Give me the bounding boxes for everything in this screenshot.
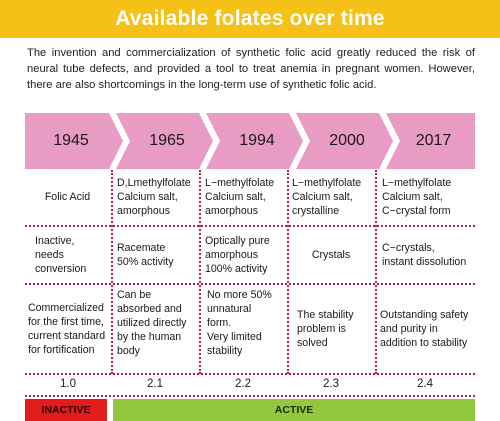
version-label: 2.3 — [323, 378, 339, 390]
property-cell: C−crystals, instant dissolution — [375, 227, 475, 282]
note-line: solved — [297, 337, 328, 349]
property-line: instant dissolution — [382, 255, 467, 268]
form-line: L−methylfolate — [292, 177, 362, 189]
property-cell: Optically pure amorphous 100% activity — [199, 227, 288, 282]
note-line: and purity in — [380, 323, 438, 335]
form-line: L−methylfolate — [205, 177, 275, 189]
form-line: Calcium salt, — [382, 191, 443, 203]
note-cell: Outstanding safety and purity in additio… — [375, 285, 475, 373]
form-line: Calcium salt, — [117, 191, 178, 203]
form-line: Folic Acid — [44, 191, 91, 203]
note-cell: Commercialized for the first time, curre… — [25, 285, 113, 373]
version-label: 2.1 — [147, 378, 163, 390]
timeline: 1945 1965 1994 2000 2017 — [25, 113, 475, 169]
form-cell: L−methylfolate Calcium salt, amorphous — [199, 170, 288, 224]
note-line: Outstanding safety — [380, 309, 469, 321]
row-divider — [25, 373, 475, 375]
version-label: 1.0 — [60, 378, 76, 390]
row-divider — [25, 225, 475, 227]
forms-row: Folic Acid D,Lmethylfolate Calcium salt,… — [25, 170, 475, 224]
intro-paragraph: The invention and commercialization of s… — [27, 47, 475, 91]
inactive-status-bar: INACTIVE — [25, 399, 107, 421]
note-cell: The stability problem is solved — [287, 285, 375, 373]
note-cell: Can be absorbed and utilized directly by… — [111, 285, 199, 373]
year-label: 1965 — [149, 132, 185, 149]
note-line: by the human — [117, 331, 182, 343]
column-divider — [375, 170, 377, 374]
active-label: ACTIVE — [274, 404, 314, 416]
note-line: utilized directly — [117, 317, 187, 329]
note-line: Commercialized — [28, 302, 104, 314]
property-line: amorphous — [205, 248, 258, 261]
form-line: L−methylfolate — [382, 177, 452, 189]
property-line: Racemate — [117, 241, 166, 254]
title-banner: Available folates over time — [0, 0, 500, 38]
column-divider — [287, 170, 289, 374]
property-cell: Inactive, needs conversion — [25, 227, 110, 282]
page-title: Available folates over time — [115, 7, 385, 30]
column-divider — [111, 170, 113, 374]
property-cell: Racemate 50% activity — [111, 227, 199, 282]
form-line: D,Lmethylfolate — [117, 177, 191, 189]
note-line: problem is — [297, 323, 346, 335]
column-divider — [199, 170, 201, 374]
active-status-bar: ACTIVE — [113, 399, 475, 421]
property-line: Crystals — [311, 248, 351, 261]
note-line: The stability — [297, 309, 354, 321]
property-line: needs — [35, 248, 64, 261]
properties-row: Inactive, needs conversion Racemate 50% … — [25, 227, 475, 282]
timeline-arrows — [25, 113, 475, 169]
property-cell: Crystals — [287, 227, 375, 282]
property-line: Inactive, — [35, 234, 75, 247]
note-line: for fortification — [28, 344, 95, 356]
form-line: crystalline — [292, 205, 340, 217]
property-line: conversion — [35, 262, 87, 275]
arrow-2017 — [386, 113, 475, 169]
arrow-2000 — [296, 113, 393, 169]
form-line: Calcium salt, — [205, 191, 266, 203]
note-cell: No more 50% unnatural form. Very limited… — [199, 285, 288, 373]
arrow-1945 — [25, 113, 123, 169]
form-cell: L−methylfolate Calcium salt, crystalline — [287, 170, 375, 224]
note-line: Can be — [117, 289, 152, 301]
row-divider — [25, 395, 475, 397]
form-cell: Folic Acid — [25, 170, 110, 224]
note-line: unnatural — [207, 303, 252, 315]
form-cell: D,Lmethylfolate Calcium salt, amorphous — [111, 170, 199, 224]
form-cell: L−methylfolate Calcium salt, C−crystal f… — [375, 170, 475, 224]
year-label: 1994 — [239, 132, 275, 149]
inactive-label: INACTIVE — [41, 404, 91, 416]
row-divider — [25, 283, 475, 285]
property-line: Optically pure — [205, 234, 270, 247]
note-line: stability — [207, 345, 243, 357]
note-line: body — [117, 345, 140, 357]
year-label: 2017 — [415, 132, 452, 149]
note-line: current standard — [28, 330, 106, 342]
form-line: Calcium salt, — [292, 191, 353, 203]
note-line: form. — [207, 317, 232, 329]
form-line: amorphous — [117, 205, 170, 217]
version-label: 2.4 — [417, 378, 433, 390]
year-label: 2000 — [329, 132, 365, 149]
form-line: C−crystal form — [382, 205, 451, 217]
note-line: absorbed and — [117, 303, 182, 315]
note-line: for the first time, — [28, 316, 104, 328]
property-line: 50% activity — [117, 255, 174, 268]
notes-row: Commercialized for the first time, curre… — [25, 285, 475, 373]
note-line: Very limited — [207, 331, 262, 343]
note-line: No more 50% — [207, 289, 272, 301]
arrow-1965 — [116, 113, 213, 169]
form-line: amorphous — [205, 205, 258, 217]
note-line: addition to stability — [380, 337, 468, 349]
property-line: 100% activity — [205, 262, 268, 275]
arrow-1994 — [206, 113, 303, 169]
year-label: 1945 — [53, 132, 89, 149]
property-line: C−crystals, — [382, 241, 435, 254]
version-label: 2.2 — [235, 378, 251, 390]
